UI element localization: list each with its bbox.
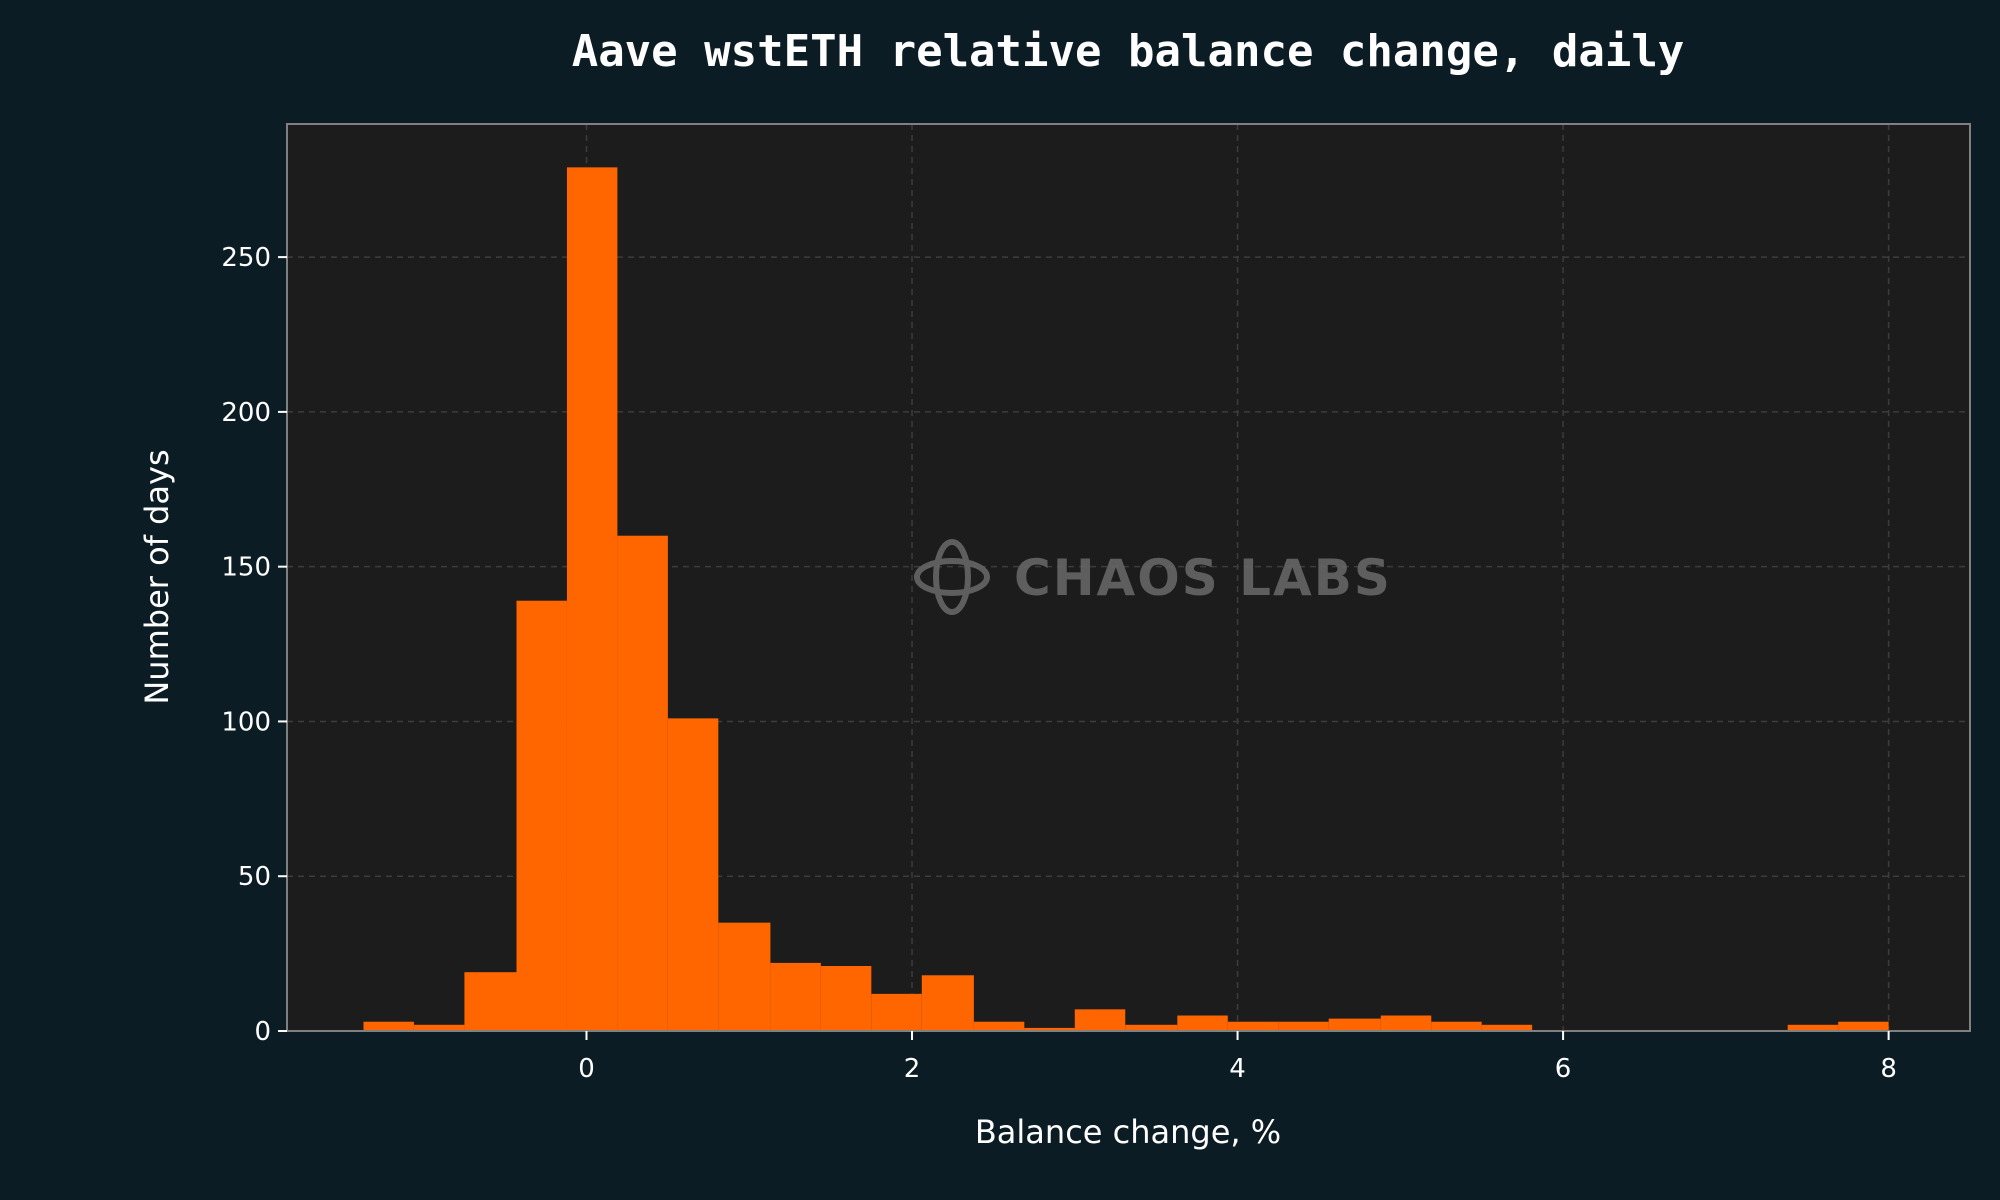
histogram-bar (718, 922, 771, 1031)
plot-frame (286, 123, 1971, 1032)
histogram-bar (1177, 1015, 1228, 1031)
histogram-bar (363, 1021, 414, 1031)
y-tick-label: 200 (221, 398, 271, 428)
histogram-bar (413, 1024, 465, 1031)
histogram-bar (667, 718, 719, 1031)
histogram-bar (464, 972, 517, 1031)
y-tick-label: 100 (221, 707, 271, 737)
chart-title: Aave wstETH relative balance change, dai… (572, 26, 1685, 77)
histogram-bar (566, 167, 618, 1031)
watermark: CHAOS LABS (914, 539, 1392, 615)
histogram-bar (921, 975, 974, 1031)
histogram-bars (363, 167, 1889, 1031)
x-axis-ticks: 0 2 4 6 8 (578, 1031, 1897, 1084)
y-axis-label: Number of days (138, 449, 176, 704)
histogram-bar (1125, 1024, 1178, 1031)
x-tick-label: 4 (1229, 1054, 1246, 1084)
histogram-bar (1431, 1021, 1482, 1031)
histogram-bar (871, 993, 922, 1031)
histogram-bar (1328, 1018, 1381, 1031)
histogram-bar (1278, 1021, 1329, 1031)
histogram-bar (516, 600, 567, 1031)
histogram-bar (617, 535, 668, 1031)
x-axis-label: Balance change, % (975, 1113, 1281, 1151)
y-tick-label: 150 (221, 553, 271, 583)
x-tick-label: 0 (578, 1054, 595, 1084)
histogram-bar (1024, 1027, 1075, 1031)
y-axis-ticks: 0 50 100 150 200 250 (221, 243, 287, 1047)
histogram-bar (770, 962, 821, 1031)
histogram-bar (1074, 1009, 1126, 1031)
x-tick-label: 8 (1880, 1054, 1897, 1084)
histogram-bar (1481, 1024, 1533, 1031)
x-tick-label: 2 (904, 1054, 921, 1084)
y-tick-label: 0 (254, 1017, 271, 1047)
histogram-bar (1227, 1021, 1279, 1031)
histogram-bar (820, 965, 872, 1031)
x-tick-label: 6 (1555, 1054, 1572, 1084)
histogram-bar (1787, 1024, 1839, 1031)
histogram-bar (1380, 1015, 1432, 1031)
histogram-bar (1838, 1021, 1889, 1031)
chaos-labs-logo-icon (914, 539, 990, 615)
y-tick-label: 50 (238, 862, 271, 892)
watermark-text: CHAOS LABS (1014, 549, 1392, 607)
y-tick-label: 250 (221, 243, 271, 273)
histogram-bar (973, 1021, 1025, 1031)
